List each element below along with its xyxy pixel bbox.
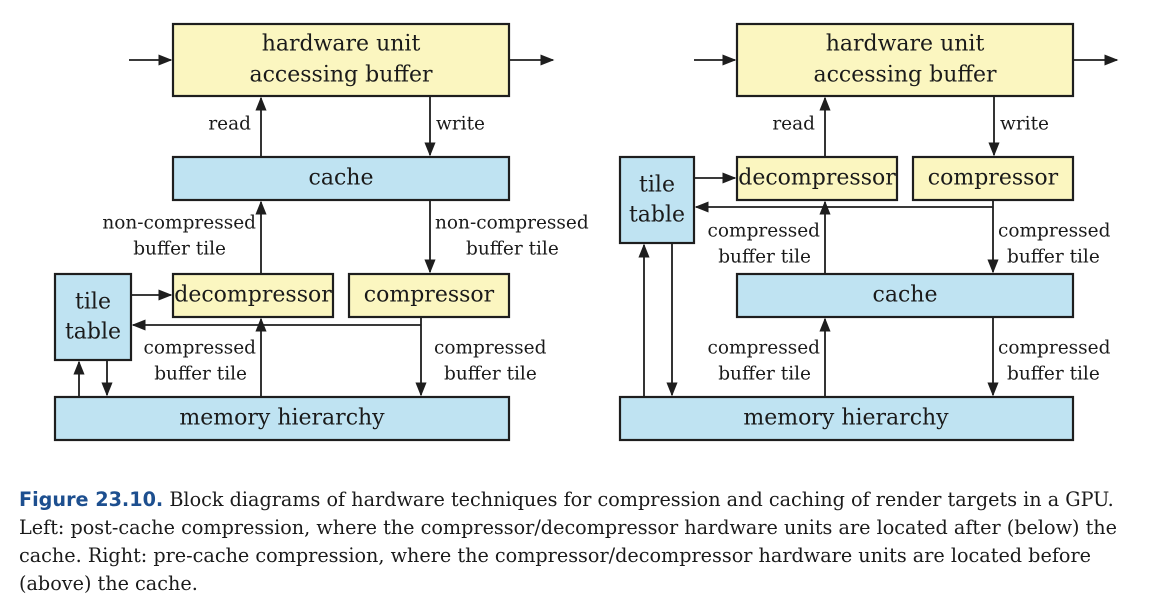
right-diagram: hardware unit accessing buffer tile tabl… (618, 22, 1119, 442)
right-compressor-box: compressor (911, 155, 1075, 202)
left-compressed-left-label-line1: compressed (144, 338, 257, 359)
left-hardware-unit-label-line2: accessing buffer (249, 63, 433, 88)
right-compressed-upper-left-label-line1: compressed (708, 221, 821, 242)
left-noncompressed-right-label-line1: non-compressed (435, 213, 589, 234)
right-decompressor-box: decompressor (735, 155, 899, 202)
right-hardware-unit-label-line1: hardware unit (826, 32, 985, 57)
left-compressor-label: compressor (364, 283, 495, 308)
left-hardware-unit-label-line1: hardware unit (262, 32, 421, 57)
left-memory-hierarchy-label: memory hierarchy (179, 406, 385, 431)
right-compressed-upper-right-label-line1: compressed (998, 221, 1111, 242)
right-read-label: read (772, 114, 815, 135)
left-hardware-unit-box: hardware unit accessing buffer (171, 22, 511, 98)
right-memory-hierarchy-label: memory hierarchy (743, 406, 949, 431)
right-hardware-unit-box: hardware unit accessing buffer (735, 22, 1075, 98)
left-noncompressed-left-label-line2: buffer tile (133, 239, 226, 260)
right-compressed-upper-right-label-line2: buffer tile (1007, 247, 1100, 268)
left-compressed-right-label-line2: buffer tile (444, 364, 537, 385)
right-decompressor-label: decompressor (738, 166, 896, 191)
left-diagram: hardware unit accessing buffer cache til… (53, 22, 589, 442)
right-tile-table-label-line2: table (629, 203, 685, 228)
left-compressed-right-label-line1: compressed (434, 338, 547, 359)
left-compressor-box: compressor (347, 272, 511, 319)
left-noncompressed-left-label-line1: non-compressed (102, 213, 256, 234)
right-compressed-upper-left-label-line2: buffer tile (718, 247, 811, 268)
right-compressed-lower-right-label-line2: buffer tile (1007, 364, 1100, 385)
figure-caption: Figure 23.10. Block diagrams of hardware… (19, 486, 1149, 598)
right-tile-table-label-line1: tile (639, 173, 675, 198)
left-cache-label: cache (309, 166, 374, 191)
left-memory-hierarchy-box: memory hierarchy (53, 395, 511, 442)
left-decompressor-label: decompressor (174, 283, 332, 308)
left-compressed-left-label-line2: buffer tile (154, 364, 247, 385)
right-hardware-unit-label-line2: accessing buffer (813, 63, 997, 88)
figure-caption-text: Block diagrams of hardware techniques fo… (19, 488, 1118, 595)
left-read-label: read (208, 114, 251, 135)
right-compressed-lower-right-label-line1: compressed (998, 338, 1111, 359)
left-tile-table-label-line2: table (65, 320, 121, 345)
left-cache-box: cache (171, 155, 511, 202)
right-compressed-lower-left-label-line1: compressed (708, 338, 821, 359)
right-cache-label: cache (873, 283, 938, 308)
right-compressed-lower-left-label-line2: buffer tile (718, 364, 811, 385)
left-noncompressed-right-label-line2: buffer tile (466, 239, 559, 260)
right-write-label: write (1000, 114, 1049, 135)
left-write-label: write (436, 114, 485, 135)
figure-caption-label: Figure 23.10. (19, 488, 164, 511)
right-tile-table-box: tile table (618, 155, 696, 245)
left-decompressor-box: decompressor (171, 272, 335, 319)
right-memory-hierarchy-box: memory hierarchy (618, 395, 1075, 442)
left-tile-table-box: tile table (53, 272, 133, 362)
right-compressor-label: compressor (928, 166, 1059, 191)
right-cache-box: cache (735, 272, 1075, 319)
block-diagrams: hardware unit accessing buffer cache til… (53, 22, 1119, 442)
left-tile-table-label-line1: tile (75, 290, 111, 315)
